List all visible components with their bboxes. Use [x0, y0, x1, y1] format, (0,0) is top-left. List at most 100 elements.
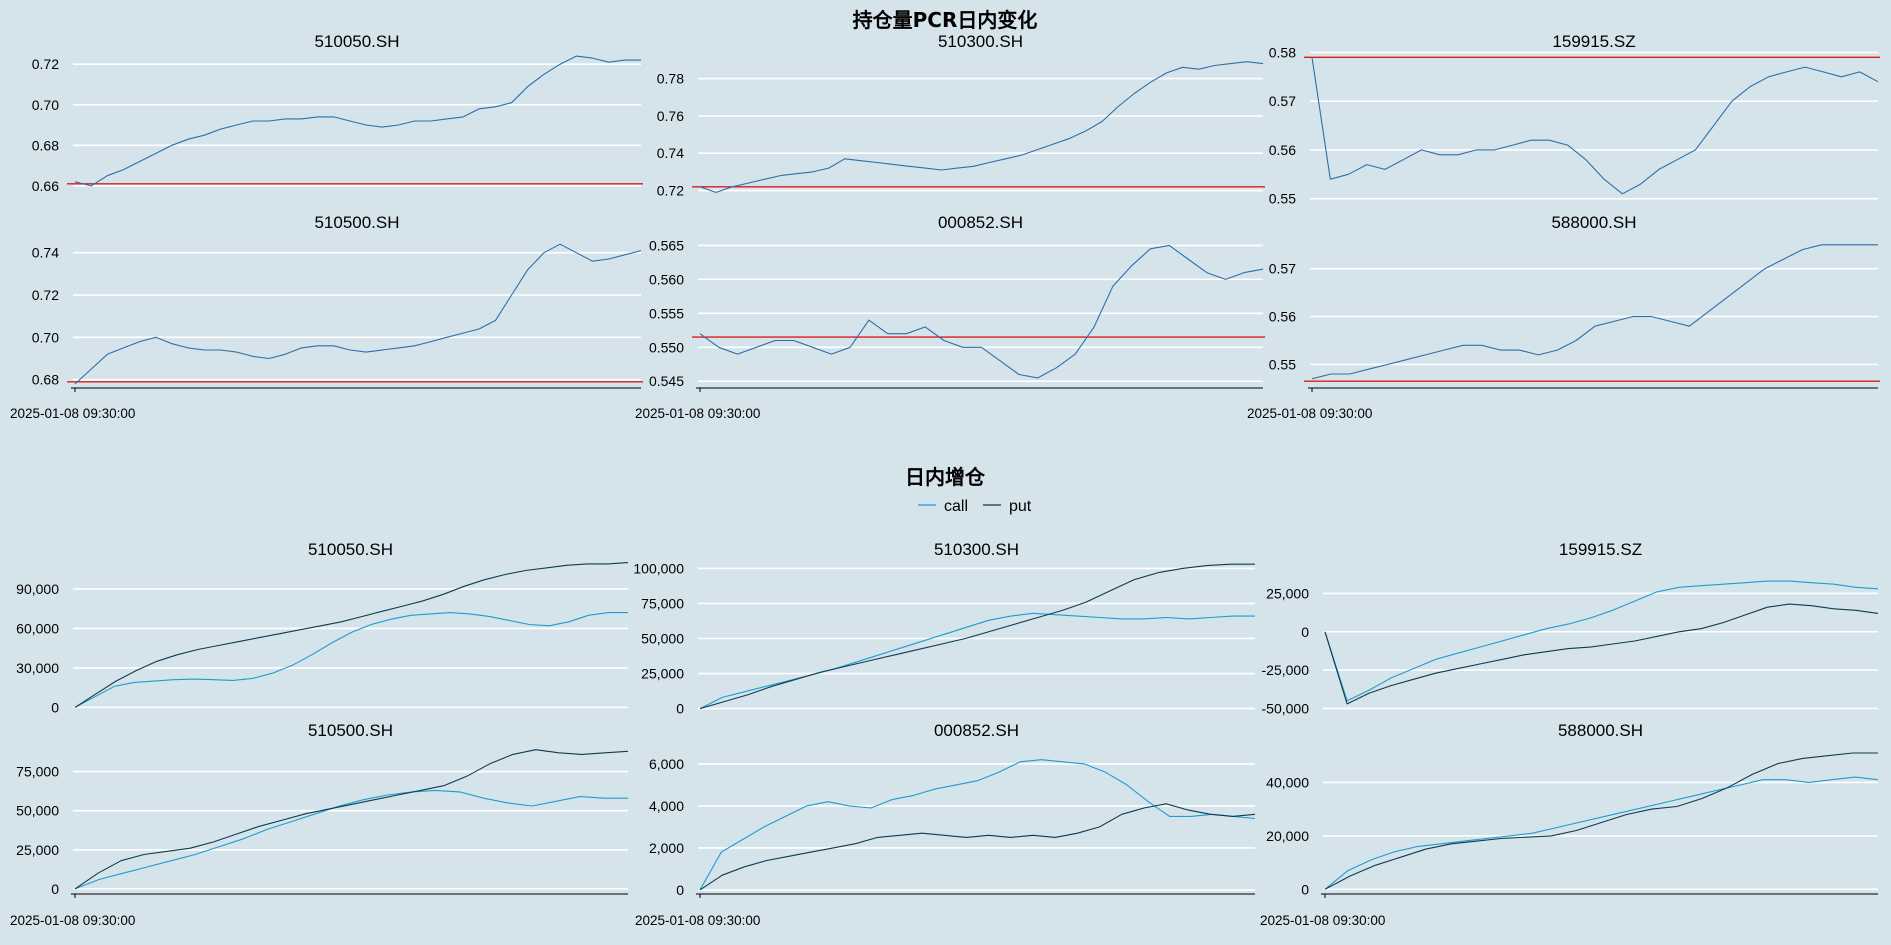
y-tick-label: 40,000 — [1266, 774, 1309, 790]
y-tick-label: 100,000 — [633, 560, 684, 576]
y-tick-label: 0.74 — [657, 145, 684, 161]
series-line-call — [699, 759, 1256, 891]
panel-pcr-510500.SH: 0.68 0.70 0.72 0.74 2025-01-08 09:30:00 51050… — [10, 213, 643, 421]
panel-title: 510500.SH — [314, 213, 399, 232]
y-tick-label: 0 — [676, 882, 684, 898]
panel-oi-159915.SZ: -50,000 -25,000 0 25,000 159915.SZ — [1262, 540, 1879, 716]
panel-oi-510500.SH: 0 25,000 50,000 75,000 2025-01-08 09:30:00 51… — [10, 721, 629, 928]
series-line-pcr — [1311, 244, 1878, 380]
y-tick-label: 0.70 — [32, 97, 59, 113]
y-tick-label: 0.555 — [649, 305, 684, 321]
y-tick-label: 0.56 — [1269, 309, 1296, 325]
y-tick-label: 0.55 — [1269, 356, 1296, 372]
panel-title: 000852.SH — [934, 721, 1019, 740]
series-line-put — [1324, 603, 1879, 705]
y-tick-label: -25,000 — [1262, 662, 1310, 678]
panel-oi-510300.SH: 0 25,000 50,000 75,000 100,000 510300.SH — [633, 540, 1255, 717]
y-tick-label: 0 — [51, 881, 59, 897]
series-line-pcr — [1311, 57, 1879, 195]
y-tick-label: 0.66 — [32, 178, 59, 194]
panel-oi-510050.SH: 0 30,000 60,000 90,000 510050.SH — [16, 540, 629, 715]
series-line-pcr — [699, 61, 1264, 193]
x-tick-label: 2025-01-08 09:30:00 — [1260, 913, 1385, 928]
x-tick-label: 2025-01-08 09:30:00 — [10, 406, 135, 421]
panel-pcr-510050.SH: 0.66 0.68 0.70 0.72 510050.SH — [32, 32, 643, 194]
panel-title: 000852.SH — [938, 213, 1023, 232]
series-line-put — [699, 563, 1255, 710]
y-tick-label: 0.72 — [657, 183, 684, 199]
y-tick-label: 0.58 — [1269, 44, 1296, 60]
bottom-figure-title: 日内增仓 — [905, 465, 986, 489]
y-tick-label: 0.550 — [649, 339, 684, 355]
y-tick-label: 90,000 — [16, 581, 59, 597]
panel-title: 510050.SH — [308, 540, 393, 559]
series-line-pcr — [74, 243, 642, 385]
y-tick-label: 50,000 — [16, 803, 59, 819]
y-tick-label: 0.56 — [1269, 142, 1296, 158]
panel-pcr-510300.SH: 0.72 0.74 0.76 0.78 510300.SH — [657, 32, 1265, 199]
series-line-call — [74, 612, 628, 708]
y-tick-label: 4,000 — [649, 798, 684, 814]
x-tick-label: 2025-01-08 09:30:00 — [10, 913, 135, 928]
series-line-call — [1324, 776, 1879, 890]
panel-pcr-159915.SZ: 0.55 0.56 0.57 0.58 159915.SZ — [1269, 32, 1880, 207]
y-tick-label: 0.78 — [657, 71, 684, 87]
panel-title: 510500.SH — [308, 721, 393, 740]
panel-title: 159915.SZ — [1559, 540, 1642, 559]
legend: call put — [918, 498, 1032, 515]
series-line-pcr — [74, 55, 641, 187]
panel-pcr-000852.SH: 0.545 0.550 0.555 0.560 0.565 2025-01-08 09:3… — [635, 213, 1265, 421]
y-tick-label: 0 — [1301, 881, 1309, 897]
y-tick-label: 0 — [676, 701, 684, 717]
y-tick-label: 0.74 — [32, 245, 59, 261]
panel-oi-588000.SH: 0 20,000 40,000 2025-01-08 09:30:00 588000.S… — [1260, 721, 1879, 928]
series-line-pcr — [699, 244, 1264, 379]
legend-put-label: put — [1009, 498, 1032, 515]
top-figure-title: 持仓量PCR日内变化 — [853, 8, 1038, 32]
y-tick-label: 60,000 — [16, 620, 59, 636]
series-line-call — [699, 612, 1255, 710]
y-tick-label: 50,000 — [641, 631, 684, 647]
panel-oi-000852.SH: 0 2,000 4,000 6,000 2025-01-08 09:30:00 00085… — [635, 721, 1256, 928]
legend-call-label: call — [944, 498, 968, 515]
y-tick-label: 0.72 — [32, 287, 59, 303]
y-tick-label: 75,000 — [16, 764, 59, 780]
panel-title: 510050.SH — [314, 32, 399, 51]
series-line-put — [1324, 752, 1878, 890]
y-tick-label: 0.545 — [649, 373, 684, 389]
y-tick-label: 0.55 — [1269, 191, 1296, 207]
panel-title: 588000.SH — [1551, 213, 1636, 232]
panel-pcr-588000.SH: 0.55 0.56 0.57 2025-01-08 09:30:00 588000.SH — [1247, 213, 1880, 421]
y-tick-label: 0 — [1301, 624, 1309, 640]
y-tick-label: 0.68 — [32, 372, 59, 388]
series-line-put — [699, 803, 1256, 891]
panels: 0.660.680.700.72510050.SH0.720.740.760.7… — [10, 32, 1880, 928]
y-tick-label: 0.72 — [32, 56, 59, 72]
y-tick-label: 0.57 — [1269, 261, 1296, 277]
series-line-put — [74, 749, 629, 890]
series-line-call — [1324, 580, 1879, 702]
y-tick-label: 0.565 — [649, 237, 684, 253]
y-tick-label: 75,000 — [641, 595, 684, 611]
y-tick-label: 25,000 — [641, 666, 684, 682]
panel-title: 588000.SH — [1558, 721, 1643, 740]
y-tick-label: 25,000 — [1266, 585, 1309, 601]
x-tick-label: 2025-01-08 09:30:00 — [1247, 406, 1372, 421]
y-tick-label: 25,000 — [16, 842, 59, 858]
x-tick-label: 2025-01-08 09:30:00 — [635, 406, 760, 421]
y-tick-label: 20,000 — [1266, 828, 1309, 844]
panel-title: 510300.SH — [938, 32, 1023, 51]
y-tick-label: 0.560 — [649, 271, 684, 287]
y-tick-label: 2,000 — [649, 840, 684, 856]
y-tick-label: -50,000 — [1262, 700, 1310, 716]
panel-title: 510300.SH — [934, 540, 1019, 559]
y-tick-label: 0.68 — [32, 137, 59, 153]
y-tick-label: 0.70 — [32, 329, 59, 345]
y-tick-label: 0.76 — [657, 108, 684, 124]
y-tick-label: 0 — [51, 699, 59, 715]
y-tick-label: 6,000 — [649, 756, 684, 772]
x-tick-label: 2025-01-08 09:30:00 — [635, 913, 760, 928]
panel-title: 159915.SZ — [1552, 32, 1635, 51]
series-line-put — [74, 562, 629, 708]
